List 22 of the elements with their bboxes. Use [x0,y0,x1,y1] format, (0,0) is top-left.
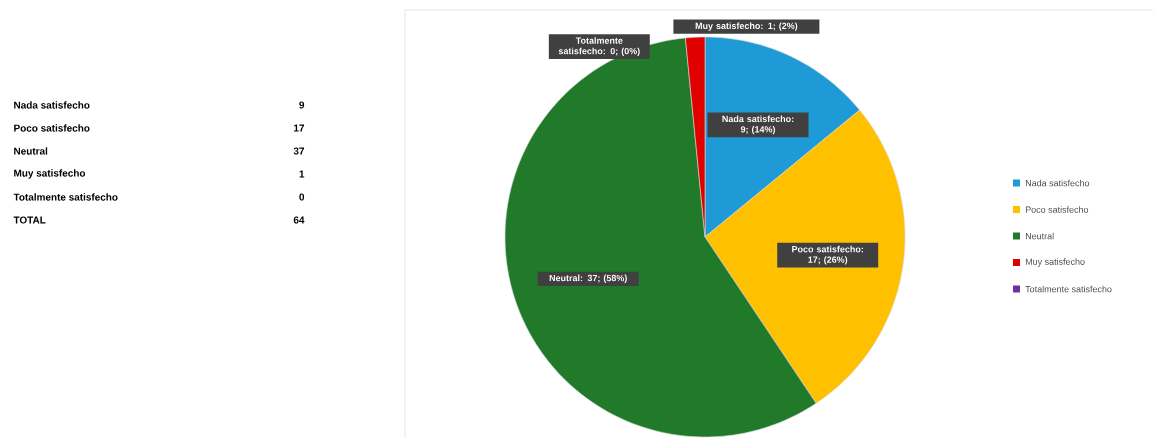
category-label: Neutral [14,147,48,155]
category-label: Poco satisfecho [14,124,90,132]
legend-label: Poco satisfecho [1025,206,1089,213]
text: 17 [294,124,305,132]
legend-label: Neutral [1025,232,1054,240]
text: 1 [299,170,305,178]
data-label: Nada satisfecho: 9; (14%) [722,115,794,135]
legend-label: Totalmente satisfecho [1025,285,1112,293]
category-label: Muy satisfecho [14,169,86,179]
category-label: Nada satisfecho [14,101,90,109]
text: 9 [299,101,305,109]
legend-label: Nada satisfecho [1025,179,1090,187]
data-label: Neutral: 37; (58%) [549,274,627,283]
category-label: Totalmente satisfecho [13,193,118,201]
text: 64 [293,216,305,224]
text: 37 [293,147,305,155]
legend-label: Muy satisfecho [1025,258,1085,267]
data-label: Poco satisfecho: 17; (26%) [792,245,863,265]
data-label: Muy satisfecho: 1; (2%) [695,22,798,31]
text: 0 [299,193,305,201]
text: Totalmente satisfecho: 0; (0%) [558,37,640,56]
text: TOTAL [13,216,46,224]
